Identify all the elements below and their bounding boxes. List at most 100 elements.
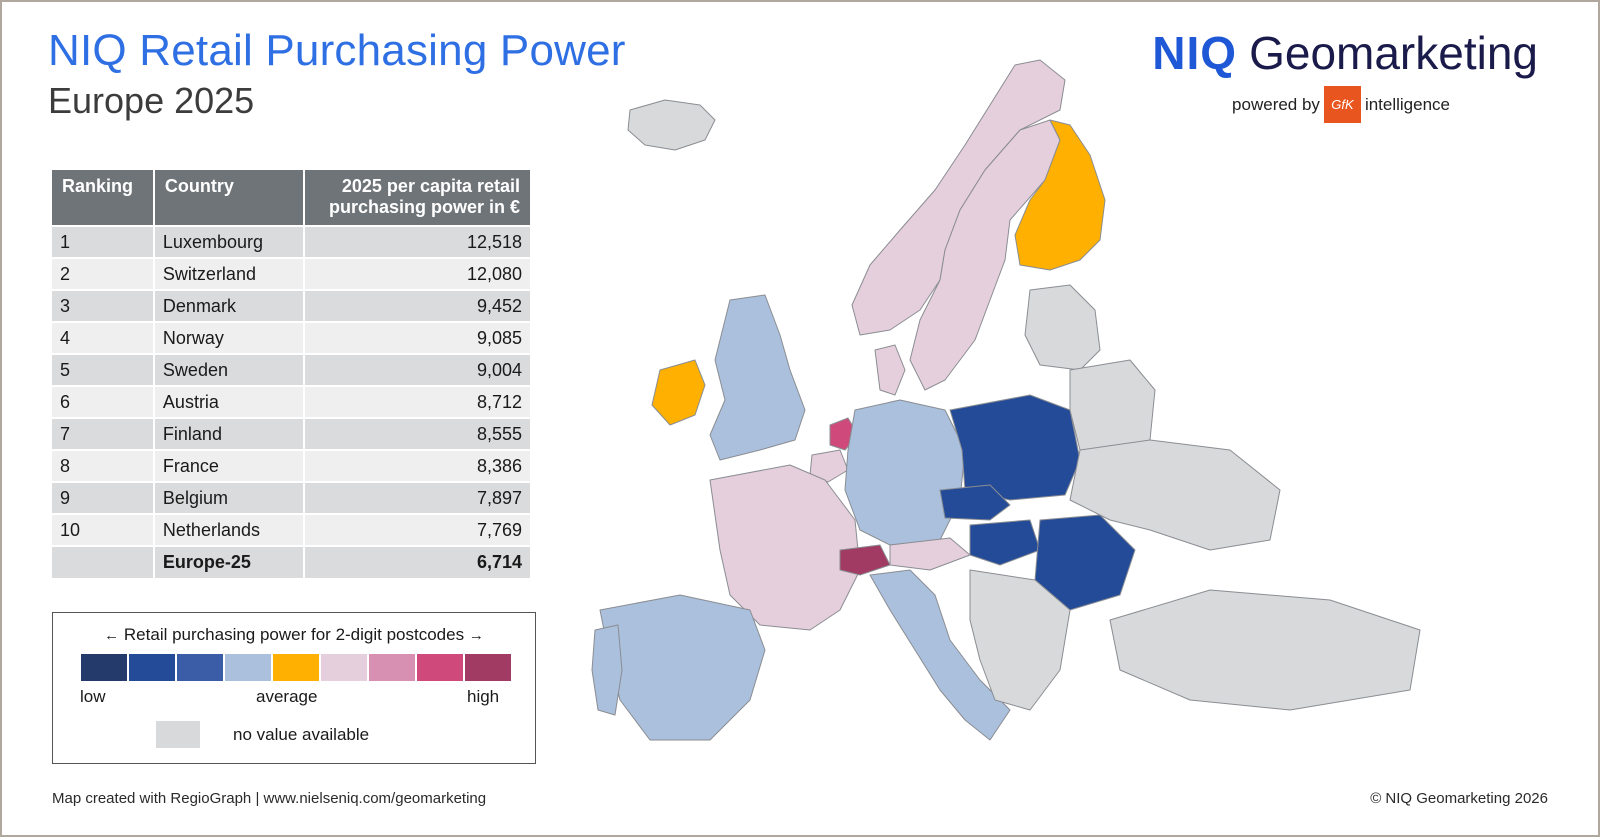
region-finland [1014, 119, 1106, 271]
legend-swatch-4 [225, 654, 271, 681]
legend-title-text: Retail purchasing power for 2-digit post… [123, 625, 465, 644]
footer-credit: Map created with RegioGraph | www.nielse… [52, 790, 487, 807]
value-cell: 9,004 [303, 353, 533, 386]
powered-by: powered by GfK intelligence [1232, 86, 1450, 123]
region-spain [599, 594, 766, 741]
region-balkans [969, 569, 1071, 711]
value-cell: 7,897 [303, 481, 533, 514]
table-row: 7 Finland 8,555 [52, 417, 533, 450]
ranking-table: Ranking Country 2025 per capita retail p… [52, 170, 533, 578]
region-switzerland [839, 544, 891, 576]
legend-swatch-6 [321, 654, 367, 681]
arrow-right-icon: → [468, 627, 484, 644]
region-ukraine [1069, 439, 1281, 551]
table-row: 3 Denmark 9,452 [52, 289, 533, 322]
legend-swatch-7 [369, 654, 415, 681]
header-value: 2025 per capita retail purchasing power … [303, 170, 533, 226]
region-hungary [969, 519, 1041, 566]
region-germany [844, 399, 966, 546]
brand-logo: NIQ Geomarketing [1152, 26, 1538, 80]
value-cell: 6,714 [303, 545, 533, 578]
table-row: 10 Netherlands 7,769 [52, 513, 533, 546]
value-cell: 8,555 [303, 417, 533, 450]
country-cell: Europe-25 [153, 545, 305, 578]
region-france [709, 464, 861, 631]
region-belgium [809, 449, 849, 483]
value-cell: 8,386 [303, 449, 533, 482]
region-denmark [874, 344, 906, 396]
country-cell: Norway [153, 321, 305, 354]
table-row: 9 Belgium 7,897 [52, 481, 533, 514]
table-row: 8 France 8,386 [52, 449, 533, 482]
country-cell: Finland [153, 417, 305, 450]
legend-title: ← Retail purchasing power for 2-digit po… [53, 625, 535, 645]
legend-average: average [256, 687, 318, 706]
rank-cell: 4 [52, 321, 155, 354]
region-belarus [1069, 359, 1156, 451]
value-cell: 7,769 [303, 513, 533, 546]
country-cell: Netherlands [153, 513, 305, 546]
legend-high: high [467, 687, 500, 706]
legend-swatch-9 [465, 654, 511, 681]
country-cell: France [153, 449, 305, 482]
arrow-left-icon: ← [104, 627, 120, 644]
table-row: 4 Norway 9,085 [52, 321, 533, 354]
page-subtitle: Europe 2025 [48, 80, 255, 121]
rank-cell: 5 [52, 353, 155, 386]
europe-map [591, 59, 1421, 741]
header-ranking: Ranking [52, 170, 155, 226]
country-cell: Austria [153, 385, 305, 418]
value-cell: 12,518 [303, 225, 533, 258]
table-header-row: Ranking Country 2025 per capita retail p… [52, 170, 533, 226]
table-row: 1 Luxembourg 12,518 [52, 225, 533, 258]
rank-cell: 2 [52, 257, 155, 290]
legend-swatch-1 [81, 654, 127, 681]
country-cell: Luxembourg [153, 225, 305, 258]
region-czechia [939, 484, 1011, 521]
region-poland [949, 394, 1081, 501]
region-baltics [1024, 284, 1101, 371]
footer-copyright: © NIQ Geomarketing 2026 [1370, 790, 1548, 807]
powered-by-label: powered by [1232, 94, 1320, 114]
region-iceland [627, 99, 716, 151]
rank-cell: 7 [52, 417, 155, 450]
rank-cell: 8 [52, 449, 155, 482]
country-cell: Sweden [153, 353, 305, 386]
region-uk [709, 294, 806, 461]
rank-cell: 9 [52, 481, 155, 514]
rank-cell: 6 [52, 385, 155, 418]
region-portugal [591, 624, 623, 716]
value-cell: 12,080 [303, 257, 533, 290]
no-value-swatch [156, 721, 200, 748]
legend-swatch-5 [273, 654, 319, 681]
region-austria [889, 537, 971, 571]
legend-swatch-8 [417, 654, 463, 681]
table-row: 2 Switzerland 12,080 [52, 257, 533, 290]
table-row: 5 Sweden 9,004 [52, 353, 533, 386]
legend-swatches [81, 654, 513, 681]
gfk-logo: GfK [1323, 86, 1361, 123]
brand-niq: NIQ [1152, 27, 1238, 79]
country-cell: Denmark [153, 289, 305, 322]
country-cell: Belgium [153, 481, 305, 514]
rank-cell [52, 545, 155, 578]
country-cell: Switzerland [153, 257, 305, 290]
rank-cell: 3 [52, 289, 155, 322]
value-cell: 9,085 [303, 321, 533, 354]
region-norway [851, 59, 1066, 336]
legend-low: low [80, 687, 106, 706]
brand-name: Geomarketing [1249, 27, 1538, 79]
value-cell: 9,452 [303, 289, 533, 322]
rank-cell: 10 [52, 513, 155, 546]
table-total-row: Europe-25 6,714 [52, 545, 533, 578]
region-turkey [1109, 589, 1421, 711]
page-title: NIQ Retail Purchasing Power [48, 26, 626, 75]
region-italy [869, 569, 1011, 741]
map-legend: ← Retail purchasing power for 2-digit po… [52, 612, 536, 764]
legend-no-value: no value available [233, 725, 370, 744]
table-row: 6 Austria 8,712 [52, 385, 533, 418]
region-ireland [651, 359, 706, 426]
rank-cell: 1 [52, 225, 155, 258]
legend-swatch-2 [129, 654, 175, 681]
